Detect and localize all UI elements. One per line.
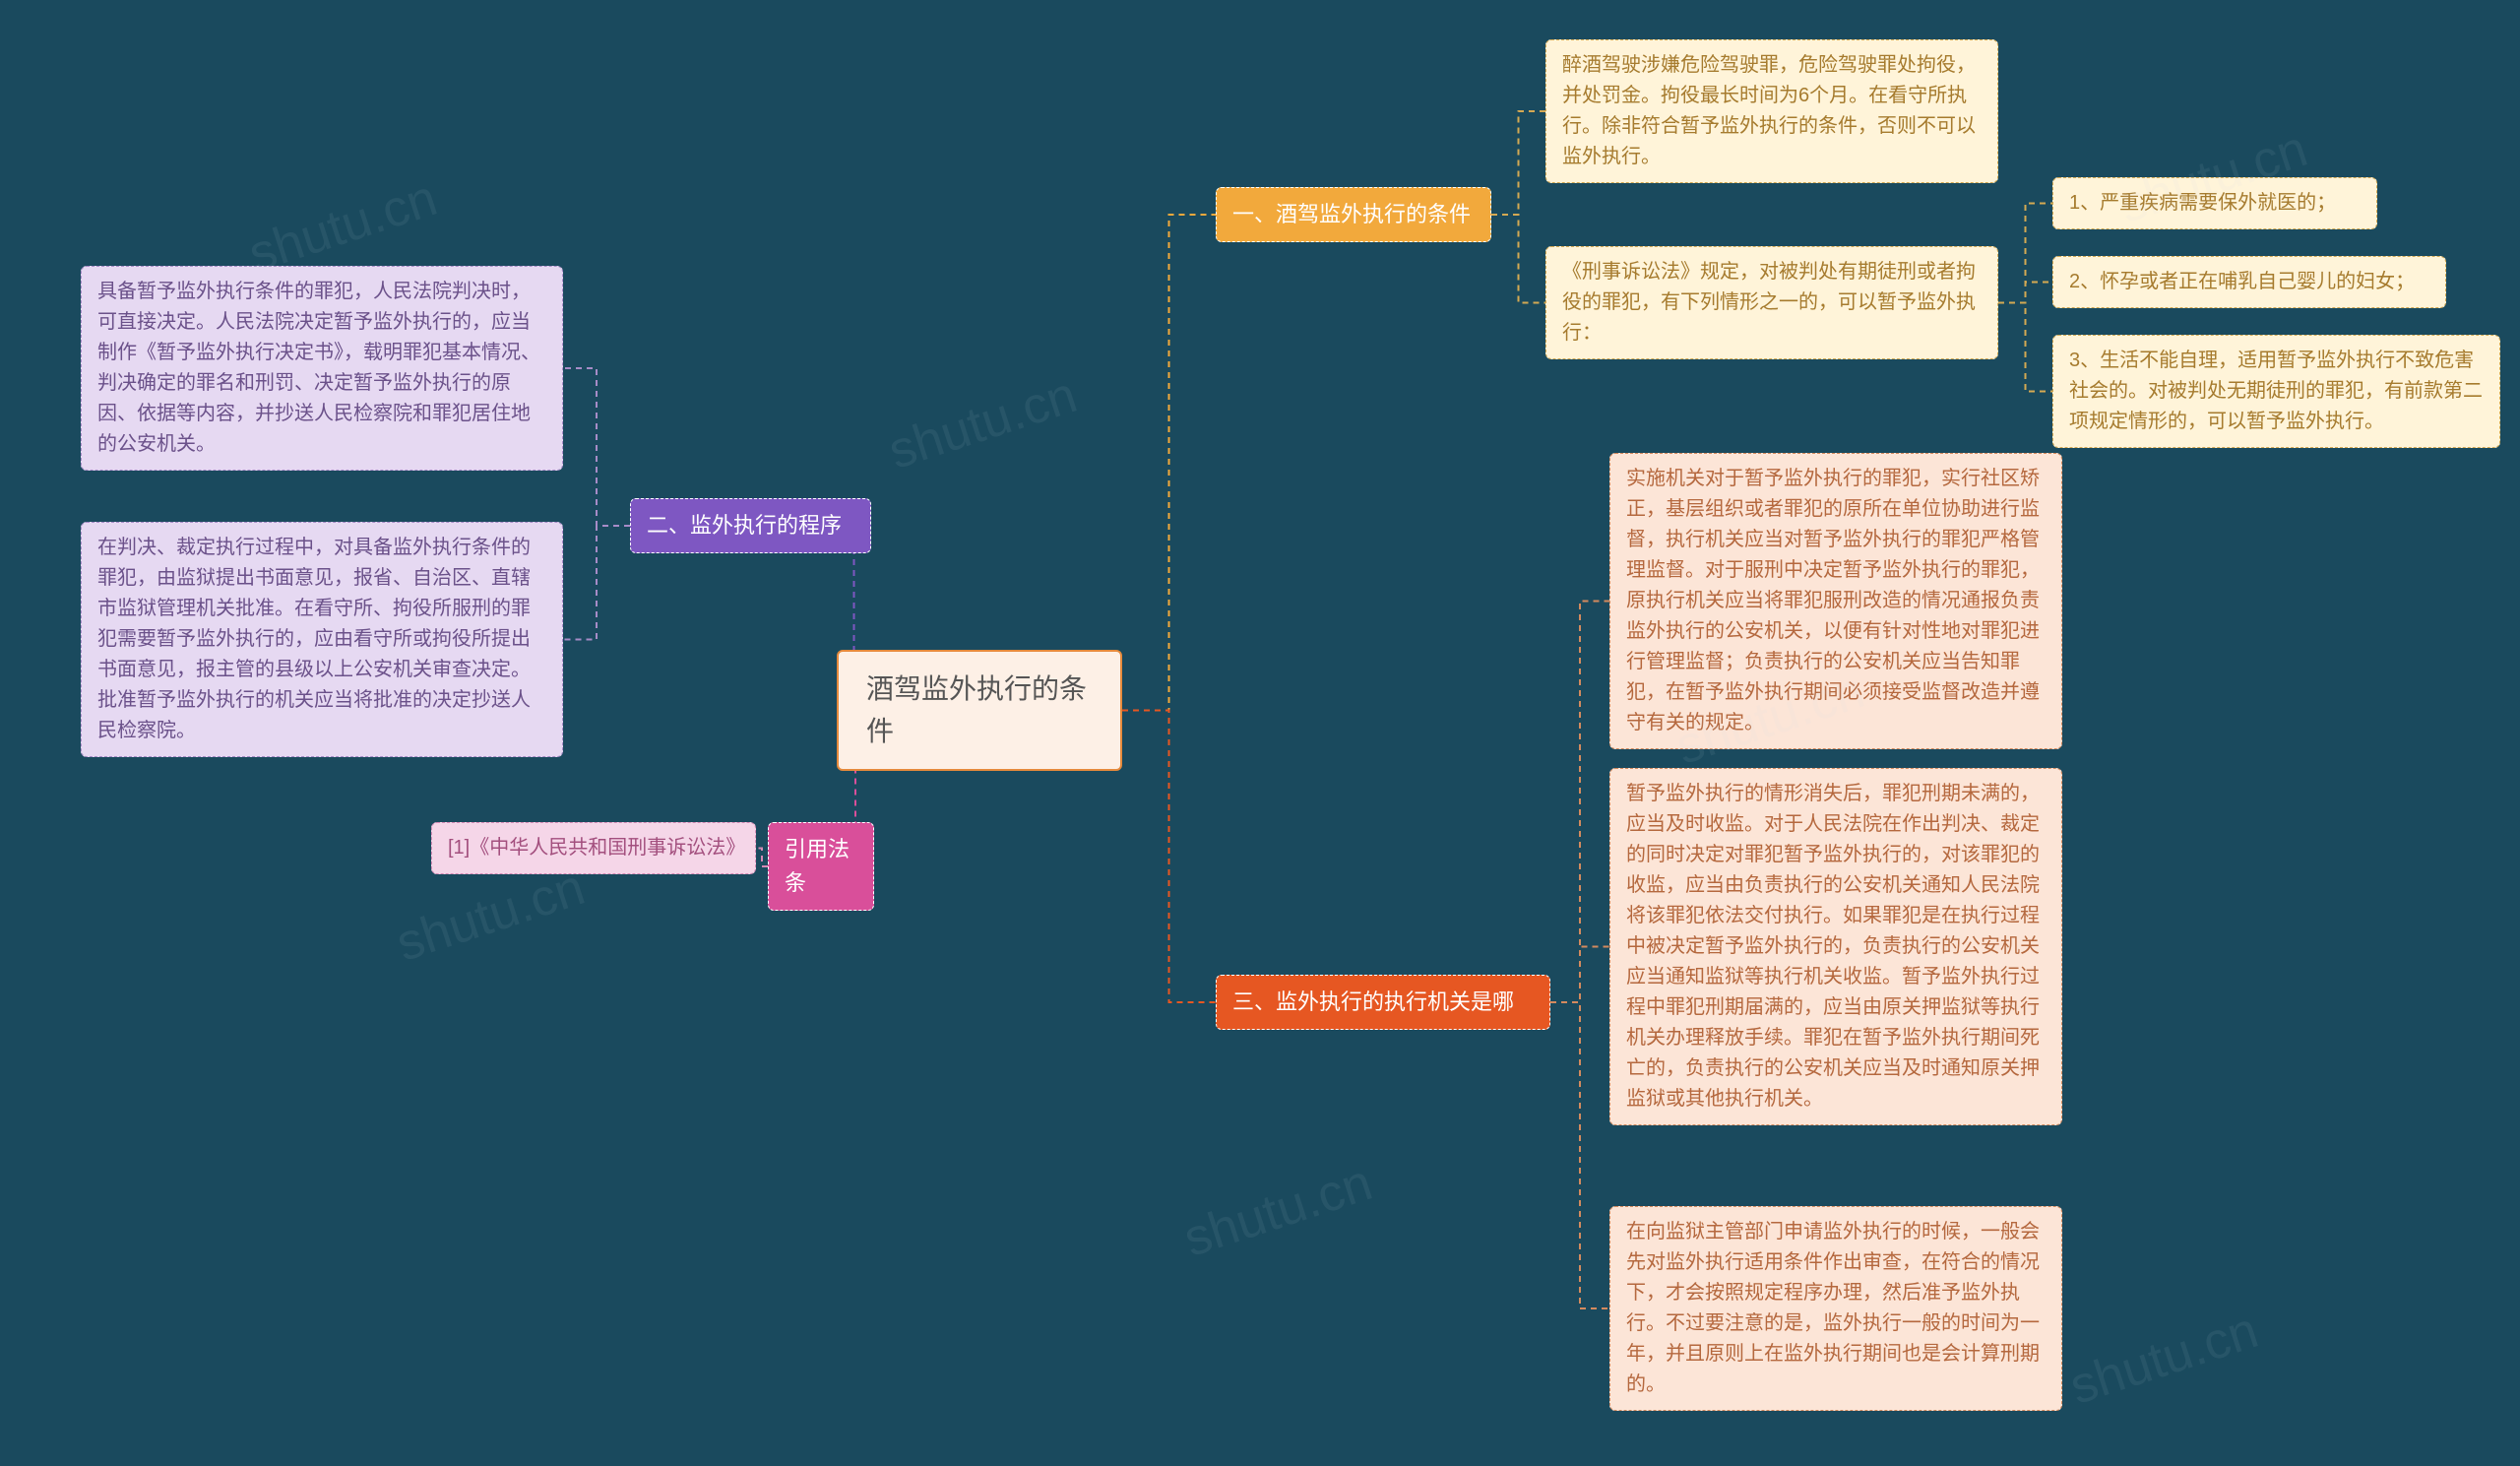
watermark: shutu.cn [882, 365, 1084, 481]
root-node: 酒驾监外执行的条件 [837, 650, 1122, 771]
b3-leaf-3: 在向监狱主管部门申请监外执行的时候，一般会先对监外执行适用条件作出审查，在符合的… [1609, 1206, 2062, 1411]
branch-2: 二、监外执行的程序 [630, 498, 871, 553]
b3-leaf-1: 实施机关对于暂予监外执行的罪犯，实行社区矫正，基层组织或者罪犯的原所在单位协助进… [1609, 453, 2062, 749]
b1-leaf-2c: 3、生活不能自理，适用暂予监外执行不致危害社会的。对被判处无期徒刑的罪犯，有前款… [2052, 335, 2500, 448]
branch-4: 引用法条 [768, 822, 874, 911]
watermark: shutu.cn [390, 858, 592, 974]
b1-leaf-2: 《刑事诉讼法》规定，对被判处有期徒刑或者拘役的罪犯，有下列情形之一的，可以暂予监… [1545, 246, 1998, 359]
b1-leaf-1: 醉酒驾驶涉嫌危险驾驶罪，危险驾驶罪处拘役，并处罚金。拘役最长时间为6个月。在看守… [1545, 39, 1998, 183]
watermark: shutu.cn [1177, 1153, 1379, 1269]
b2-leaf-2: 在判决、裁定执行过程中，对具备监外执行条件的罪犯，由监狱提出书面意见，报省、自治… [81, 522, 563, 757]
b1-leaf-2a: 1、严重疾病需要保外就医的； [2052, 177, 2377, 229]
branch-1: 一、酒驾监外执行的条件 [1216, 187, 1491, 242]
branch-3: 三、监外执行的执行机关是哪 [1216, 975, 1550, 1030]
watermark: shutu.cn [2063, 1301, 2265, 1417]
b3-leaf-2: 暂予监外执行的情形消失后，罪犯刑期未满的，应当及时收监。对于人民法院在作出判决、… [1609, 768, 2062, 1125]
b2-leaf-1: 具备暂予监外执行条件的罪犯，人民法院判决时，可直接决定。人民法院决定暂予监外执行… [81, 266, 563, 471]
b4-leaf-1: [1]《中华人民共和国刑事诉讼法》 [431, 822, 756, 874]
b1-leaf-2b: 2、怀孕或者正在哺乳自己婴儿的妇女； [2052, 256, 2446, 308]
